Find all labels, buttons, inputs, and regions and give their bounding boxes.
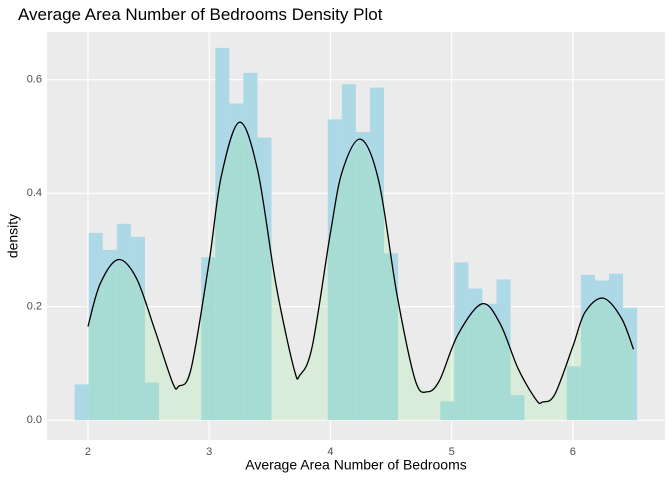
x-tick-label: 2 (85, 446, 91, 458)
bar (608, 273, 624, 421)
x-tick-label: 5 (449, 446, 455, 458)
bar (327, 119, 342, 421)
x-tick-label: 4 (327, 446, 333, 458)
bar (243, 72, 258, 421)
bar (215, 47, 230, 421)
bar (369, 87, 385, 421)
bar (482, 303, 497, 421)
density-area (87, 122, 634, 421)
chart-title: Average Area Number of Bedrooms Density … (18, 5, 383, 24)
bar (201, 257, 216, 421)
bar (102, 249, 117, 421)
y-tick-label: 0.6 (27, 74, 42, 86)
bar (144, 382, 160, 421)
bar (566, 366, 581, 421)
bar (384, 253, 399, 421)
y-tick-label: 0.0 (27, 414, 42, 426)
bar (229, 103, 244, 421)
bar (355, 131, 370, 421)
bar (440, 401, 455, 421)
bar (257, 137, 272, 421)
bar (468, 288, 483, 421)
bar (74, 384, 89, 421)
y-tick-label: 0.4 (27, 187, 42, 199)
y-tick-label: 0.2 (27, 301, 42, 313)
bar (116, 223, 131, 421)
x-axis-title: Average Area Number of Bedrooms (245, 457, 467, 473)
bar (130, 236, 145, 421)
y-axis-title: density (5, 214, 21, 258)
bar (341, 84, 356, 421)
density-line (87, 121, 635, 405)
x-tick-label: 3 (206, 446, 212, 458)
bar (510, 395, 525, 421)
x-tick-label: 6 (570, 446, 576, 458)
bar (454, 262, 469, 421)
bar (496, 279, 511, 421)
bar (88, 232, 103, 421)
bar (580, 274, 595, 421)
bar (594, 280, 609, 421)
bar (623, 307, 638, 421)
